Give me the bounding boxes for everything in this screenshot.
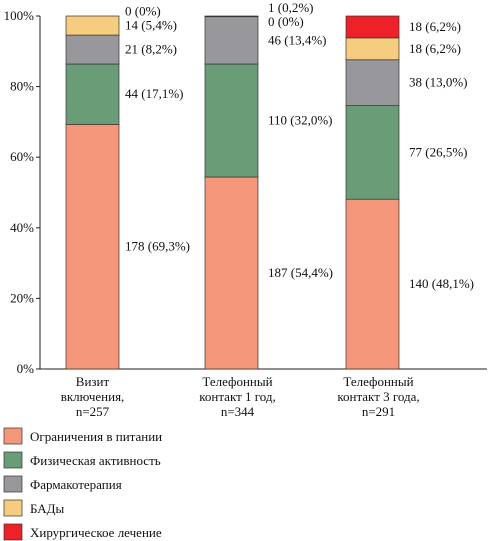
bar-segment xyxy=(204,176,259,370)
legend-label: Фармакотерапия xyxy=(30,477,122,492)
y-tick-label: 20% xyxy=(10,290,34,305)
legend-swatch xyxy=(3,499,23,517)
x-tick-label: контакт 3 года, xyxy=(337,389,419,404)
legend-label: Хирургическое лечение xyxy=(30,525,162,540)
data-label: 44 (17,1%) xyxy=(125,86,184,101)
bar-segment xyxy=(345,198,400,370)
bars xyxy=(65,15,400,370)
legend-label: Ограничения в питании xyxy=(30,429,162,444)
data-label: 110 (32,0%) xyxy=(268,112,333,127)
legend-label: Физическая активность xyxy=(30,453,161,468)
bar-segment xyxy=(345,37,400,61)
segment-labels: 178 (69,3%)44 (17,1%)21 (8,2%)14 (5,4%)0… xyxy=(125,0,474,291)
legend-swatch xyxy=(3,427,23,445)
legend-swatch xyxy=(3,451,23,469)
bar-segment xyxy=(65,124,120,370)
bar-segment xyxy=(345,105,400,200)
x-tick-label: Телефонный xyxy=(202,374,272,389)
x-tick-label: включения, xyxy=(61,389,125,404)
bar-segment xyxy=(204,15,259,18)
data-label: 18 (6,2%) xyxy=(409,19,461,34)
x-tick-label: Визит xyxy=(76,374,110,389)
bar-segment xyxy=(204,63,259,178)
x-tick-label: n=257 xyxy=(76,404,110,419)
data-label: 0 (0%) xyxy=(125,4,161,19)
bar-segment xyxy=(345,15,400,39)
data-label: 38 (13,0%) xyxy=(409,75,468,90)
bar-segment xyxy=(65,34,120,65)
y-tick-label: 0% xyxy=(17,361,35,376)
data-label: 187 (54,4%) xyxy=(268,265,333,280)
bar-segment xyxy=(204,16,259,65)
x-tick-label: контакт 1 год, xyxy=(199,389,276,404)
legend-swatch xyxy=(3,523,23,541)
data-label: 178 (69,3%) xyxy=(125,239,190,254)
data-label: 21 (8,2%) xyxy=(125,42,177,57)
data-label: 77 (26,5%) xyxy=(409,144,468,159)
legend-swatch xyxy=(3,475,23,493)
x-tick-label: n=291 xyxy=(362,404,395,419)
bar-segment xyxy=(345,59,400,107)
data-label: 140 (48,1%) xyxy=(409,276,474,291)
data-label: 46 (13,4%) xyxy=(268,32,327,47)
y-tick-label: 60% xyxy=(10,149,34,164)
data-label: 14 (5,4%) xyxy=(125,18,177,33)
legend: Ограничения в питании Физическая активнос… xyxy=(3,427,162,541)
legend-label: БАДы xyxy=(30,501,65,516)
data-label: 0 (0%) xyxy=(268,14,304,29)
x-tick-label: Телефонный xyxy=(343,374,413,389)
data-label: 18 (6,2%) xyxy=(409,41,461,56)
data-label: 1 (0,2%) xyxy=(268,0,314,15)
y-tick-label: 80% xyxy=(10,79,34,94)
bar-segment xyxy=(65,63,120,125)
y-tick-label: 40% xyxy=(10,220,34,235)
bar-segment xyxy=(65,15,120,36)
x-tick-label: n=344 xyxy=(221,404,255,419)
y-tick-label: 100% xyxy=(4,8,35,23)
